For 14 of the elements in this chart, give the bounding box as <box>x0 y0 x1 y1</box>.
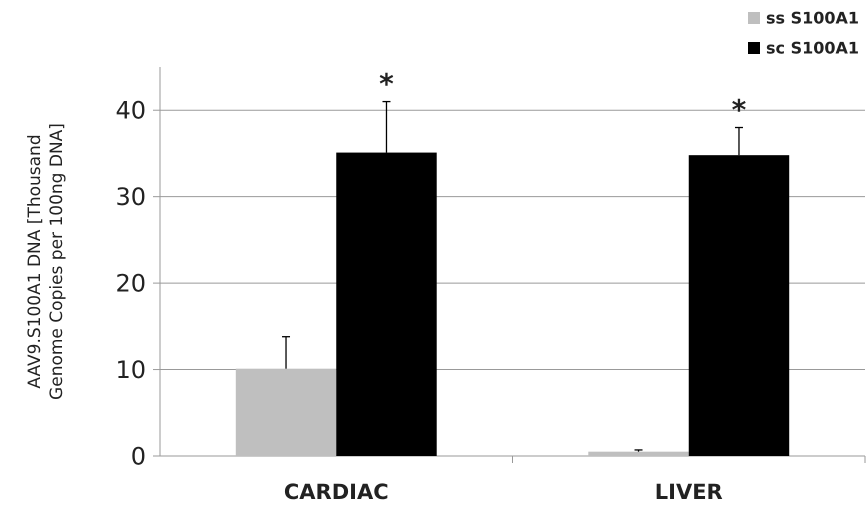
y-tick-label: 0 <box>130 442 146 470</box>
y-axis-title: AAV9.S100A1 DNA [Thousand Genome Copies per 100ng DNA] <box>25 123 67 400</box>
annotation: * <box>379 68 394 101</box>
y-tick-label: 20 <box>115 270 146 298</box>
legend-label: sc S100A1 <box>766 38 860 58</box>
y-tick-label: 10 <box>115 356 146 384</box>
y-tick-label: 40 <box>115 96 146 125</box>
x-tick-label: CARDIAC <box>284 480 389 504</box>
bar <box>236 368 336 456</box>
legend-label: ss S100A1 <box>766 8 860 28</box>
x-tick-label: LIVER <box>654 480 723 504</box>
y-tick-label: 30 <box>115 183 146 212</box>
annotation: * <box>732 94 747 127</box>
bar <box>588 452 689 456</box>
